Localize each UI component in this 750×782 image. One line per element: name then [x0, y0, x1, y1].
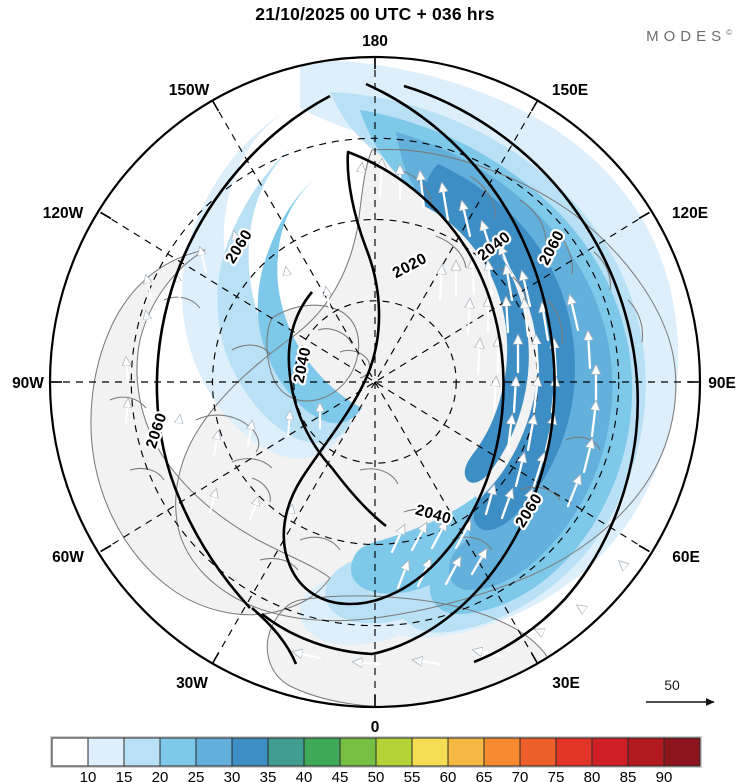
colorbar-tick-75: 75 — [548, 769, 565, 782]
contour-2060-west — [155, 94, 331, 609]
colorbar-tick-55: 55 — [404, 769, 421, 782]
colorbar-tick-10: 10 — [80, 769, 97, 782]
colorbar-cell-0[interactable] — [51, 737, 89, 767]
colorbar-tick-50: 50 — [368, 769, 385, 782]
meridian-150W-30E — [212, 100, 538, 664]
colorbar-cell-7[interactable] — [303, 737, 341, 767]
longitude-labels: 180 150W 120W 90W 60W 30W 0 30E 60E 90E 120E 150E — [12, 33, 736, 736]
contour-2040-east — [365, 82, 556, 656]
colorbar-cell-12[interactable] — [483, 737, 521, 767]
contour-2020-closed — [282, 150, 505, 606]
colorbar-cell-17[interactable] — [663, 737, 701, 767]
reference-vector-label: 50 — [664, 677, 680, 693]
wind-arrow-group-north — [358, 160, 514, 278]
lon-label-30W: 30W — [176, 675, 208, 692]
colorbar-tick-30: 30 — [224, 769, 241, 782]
colorbar-tick-85: 85 — [620, 769, 637, 782]
lon-label-0: 0 — [371, 719, 380, 736]
contour-2060-west-tail — [251, 607, 298, 665]
lon-label-60W: 60W — [52, 549, 84, 566]
contour-2040-south — [261, 612, 373, 656]
colorbar[interactable]: 10 15 20 25 30 35 40 45 50 55 60 65 70 75 80 85 90 — [50, 736, 702, 782]
colorbar-cell-11[interactable] — [447, 737, 485, 767]
lon-label-180: 180 — [362, 33, 388, 50]
contour-2060-east — [403, 84, 639, 664]
colorbar-cell-13[interactable] — [519, 737, 557, 767]
contour-2040-west-arc2 — [330, 467, 387, 528]
colorbar-cell-8[interactable] — [339, 737, 377, 767]
colorbar-tick-20: 20 — [152, 769, 169, 782]
colorbar-cell-10[interactable] — [411, 737, 449, 767]
colorbar-cell-2[interactable] — [123, 737, 161, 767]
lon-label-90E: 90E — [708, 375, 736, 392]
lon-label-120W: 120W — [43, 205, 84, 222]
modes-logo: MODES© — [646, 28, 732, 45]
colorbar-cell-14[interactable] — [555, 737, 593, 767]
colorbar-cell-9[interactable] — [375, 737, 413, 767]
colorbar-cell-3[interactable] — [159, 737, 197, 767]
lon-label-150W: 150W — [169, 82, 210, 99]
height-contours — [155, 82, 639, 665]
brand-text: MODES — [646, 28, 727, 45]
lon-label-90W: 90W — [12, 375, 44, 392]
colorbar-tick-90: 90 — [656, 769, 673, 782]
reference-vector: 50 — [646, 677, 715, 706]
colorbar-cell-15[interactable] — [591, 737, 629, 767]
colorbar-cell-1[interactable] — [87, 737, 125, 767]
colorbar-tick-65: 65 — [476, 769, 493, 782]
colorbar-tick-60: 60 — [440, 769, 457, 782]
meridian-120E-60W — [100, 212, 650, 552]
meridian-150E-30W — [212, 100, 538, 664]
lon-label-60E: 60E — [672, 549, 700, 566]
boundary-ticks — [50, 57, 700, 707]
colorbar-cell-6[interactable] — [267, 737, 305, 767]
lon-label-30E: 30E — [552, 675, 580, 692]
colorbar-tick-80: 80 — [584, 769, 601, 782]
colorbar-tick-15: 15 — [116, 769, 133, 782]
lon-label-120E: 120E — [672, 205, 708, 222]
lon-label-150E: 150E — [552, 82, 588, 99]
colorbar-cell-5[interactable] — [231, 737, 269, 767]
colorbar-tick-35: 35 — [260, 769, 277, 782]
colorbar-cell-4[interactable] — [195, 737, 233, 767]
colorbar-tick-70: 70 — [512, 769, 529, 782]
colorbar-tick-40: 40 — [296, 769, 313, 782]
colorbar-cell-16[interactable] — [627, 737, 665, 767]
meridian-120W-60E — [100, 212, 650, 552]
wind-arrow-group-namerica — [126, 232, 330, 532]
coastlines — [90, 148, 677, 707]
wind-arrow-group-pacific — [440, 260, 596, 402]
colorbar-tick-45: 45 — [332, 769, 349, 782]
contour-2040-west-arc — [287, 291, 333, 469]
colorbar-tick-25: 25 — [188, 769, 205, 782]
page-title: 21/10/2025 00 UTC + 036 hrs — [255, 4, 495, 24]
copyright-mark: © — [726, 28, 732, 37]
